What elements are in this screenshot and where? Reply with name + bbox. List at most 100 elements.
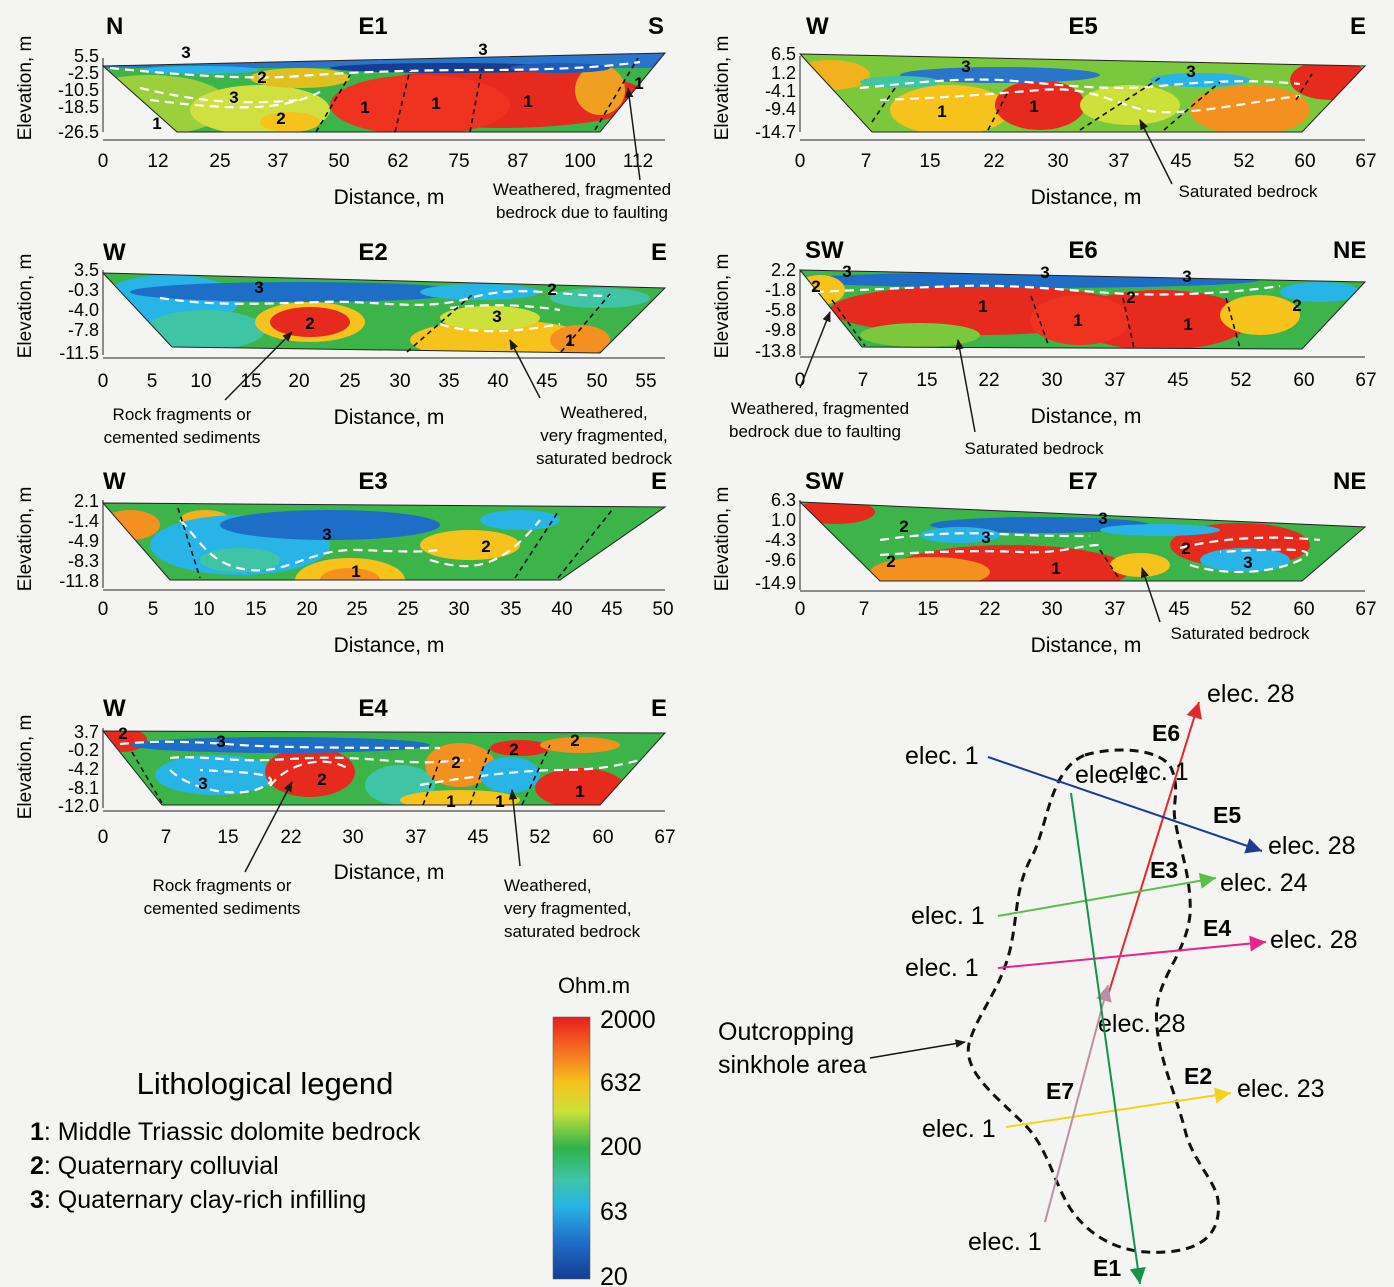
svg-text:37: 37 — [405, 827, 426, 848]
svg-text:60: 60 — [1293, 599, 1314, 620]
svg-text:0: 0 — [795, 599, 806, 620]
svg-text:67: 67 — [1355, 370, 1376, 391]
zone-label: 1 — [152, 114, 161, 133]
zone-label: 1 — [431, 94, 440, 113]
survey-line-e2: E2 elec. 1 elec. 23 — [922, 1063, 1325, 1143]
annotation: bedrock due to faulting — [496, 203, 668, 222]
svg-text:7: 7 — [161, 827, 172, 848]
elevation-axis-label: Elevation, m — [15, 254, 36, 359]
resistivity-section — [800, 502, 1365, 581]
svg-text:30: 30 — [1041, 370, 1062, 391]
svg-text:60: 60 — [1293, 370, 1314, 391]
svg-text:63: 63 — [600, 1198, 628, 1226]
svg-text:2.2: 2.2 — [771, 260, 796, 280]
colorbar-ticks: 2000 632 200 63 20 — [600, 1006, 656, 1287]
annotation: Rock fragments or — [113, 405, 252, 424]
zone-label: 1 — [351, 562, 360, 581]
svg-text:-4.3: -4.3 — [765, 530, 796, 550]
zone-label: 3 — [198, 774, 207, 793]
zone-label: 1 — [978, 297, 987, 316]
zone-label: 1 — [565, 331, 574, 350]
resistivity-colorbar: Ohm.m 2000 632 200 63 20 — [552, 973, 656, 1287]
dir-right: E — [651, 468, 667, 495]
svg-text:55: 55 — [635, 371, 656, 392]
sinkhole-outline — [966, 748, 1220, 1254]
distance-axis-label: Distance, m — [1031, 186, 1142, 209]
zone-label: 2 — [547, 280, 556, 299]
annotation: saturated bedrock — [504, 922, 641, 941]
zone-label: 3 — [492, 307, 501, 326]
svg-text:5.5: 5.5 — [74, 46, 99, 66]
svg-text:-11.8: -11.8 — [59, 571, 99, 591]
svg-text:25: 25 — [397, 599, 418, 620]
distance-axis-label: Distance, m — [334, 634, 445, 657]
arrowhead-icon — [1129, 1267, 1146, 1284]
svg-text:15: 15 — [916, 370, 937, 391]
start-electrode-label: elec. 1 — [905, 954, 979, 982]
svg-text:25: 25 — [346, 599, 367, 620]
section-e3: W E3 E Elevation, m 3 2 1 2.1 -1.4 -4. — [15, 468, 674, 657]
zone-label: 3 — [981, 528, 990, 547]
section-title: E5 — [1068, 13, 1097, 40]
distance-ticks: 0 5 10 15 20 25 30 35 40 45 50 55 — [98, 371, 657, 392]
annotation: Rock fragments or — [153, 876, 292, 895]
elevation-ticks: 6.3 1.0 -4.3 -9.6 -14.9 — [755, 490, 796, 593]
zone-label: 1 — [360, 98, 369, 117]
distance-axis-label: Distance, m — [1031, 634, 1142, 657]
survey-line-e1: E1 elec. 1 — [1070, 761, 1149, 1285]
svg-text:45: 45 — [1170, 151, 1191, 172]
zone-label: 2 — [1126, 288, 1135, 307]
section-title: E2 — [358, 239, 387, 266]
svg-text:15: 15 — [245, 599, 266, 620]
start-electrode-label: elec. 1 — [1115, 758, 1189, 786]
distance-ticks: 0 12 25 37 50 62 75 87 100 112 — [98, 151, 653, 172]
svg-text:37: 37 — [1108, 151, 1129, 172]
svg-text:5: 5 — [148, 599, 159, 620]
zone-label: 2 — [899, 517, 908, 536]
zone-label: 2 — [1181, 539, 1190, 558]
zone-label: 2 — [481, 537, 490, 556]
annotation: Weathered, — [504, 876, 592, 895]
svg-text:60: 60 — [1294, 151, 1315, 172]
dir-right: NE — [1333, 237, 1366, 264]
svg-text:37: 37 — [1104, 370, 1125, 391]
zone-label: 1 — [1073, 311, 1082, 330]
annotation: Weathered, — [560, 403, 648, 422]
svg-text:15: 15 — [240, 371, 261, 392]
svg-text:-1.4: -1.4 — [68, 511, 99, 531]
elevation-axis-label: Elevation, m — [712, 487, 733, 592]
elevation-axis-label: Elevation, m — [712, 254, 733, 359]
svg-text:-1.8: -1.8 — [765, 280, 796, 300]
svg-text:-2.5: -2.5 — [68, 63, 99, 83]
distance-ticks: 0 7 15 22 30 37 45 52 60 67 — [98, 827, 676, 848]
survey-line-label: E6 — [1152, 720, 1180, 746]
resistivity-section — [103, 53, 665, 132]
svg-text:10: 10 — [190, 371, 211, 392]
start-electrode-label: elec. 1 — [968, 1228, 1042, 1256]
zone-label: 3 — [1098, 509, 1107, 528]
svg-text:6.5: 6.5 — [771, 44, 796, 64]
svg-text:-13.8: -13.8 — [755, 341, 796, 361]
zone-label: 1 — [1183, 315, 1192, 334]
zone-label: 2 — [305, 314, 314, 333]
zone-label: 2 — [451, 753, 460, 772]
svg-text:25: 25 — [339, 371, 360, 392]
svg-text:3.5: 3.5 — [74, 260, 99, 280]
svg-text:-14.7: -14.7 — [755, 122, 796, 142]
zone-label: 3 — [216, 732, 225, 751]
svg-text:-26.5: -26.5 — [58, 122, 99, 142]
svg-text:67: 67 — [1355, 599, 1376, 620]
legend-item-2: 2: Quaternary colluvial — [30, 1152, 279, 1180]
svg-text:0: 0 — [795, 151, 806, 172]
arrowhead-icon — [1213, 1087, 1231, 1104]
svg-text:0: 0 — [98, 827, 109, 848]
survey-line-path — [997, 941, 1267, 969]
survey-line-path — [997, 877, 1217, 917]
svg-text:30: 30 — [1041, 599, 1062, 620]
svg-text:30: 30 — [342, 827, 363, 848]
svg-text:-4.1: -4.1 — [765, 81, 796, 101]
svg-text:52: 52 — [529, 827, 550, 848]
annotation: saturated bedrock — [536, 449, 673, 468]
elevation-axis-label: Elevation, m — [15, 715, 36, 820]
